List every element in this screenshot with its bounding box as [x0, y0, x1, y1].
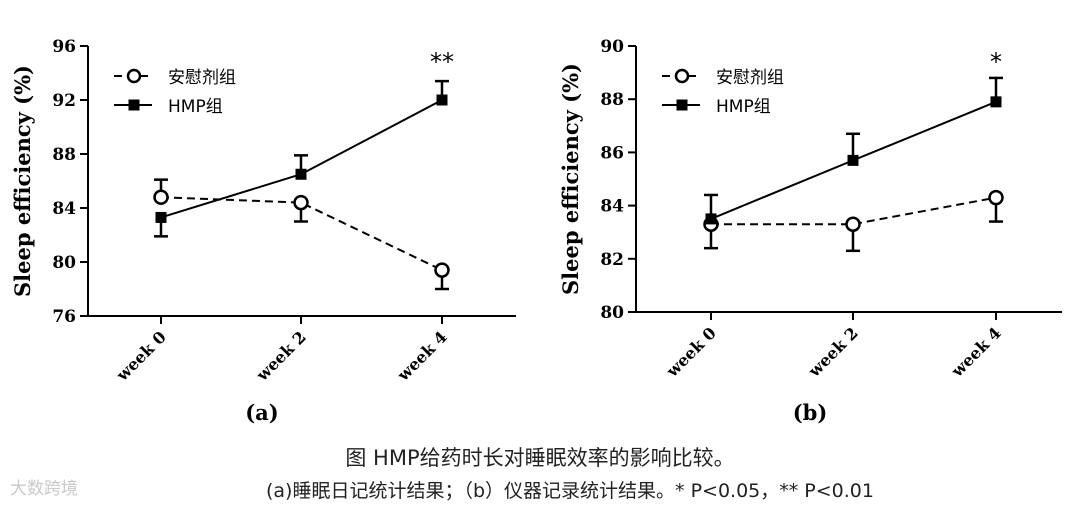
data-point — [293, 194, 309, 211]
y-axis-title: Sleep efficiency (%) — [558, 63, 583, 295]
legend: 安慰剂组 HMP组 — [662, 68, 784, 117]
legend-label-placebo: 安慰剂组 — [716, 68, 784, 88]
legend-marker-placebo — [126, 68, 142, 84]
series-hmp — [154, 79, 449, 238]
y-tick-label: 88 — [600, 90, 624, 110]
chart-panel-1: 76 80 84 88 92 96 week 0 week 2 week 4 Sleep effi… — [10, 37, 516, 425]
legend-label-hmp: HMP组 — [168, 97, 223, 117]
series-line — [160, 196, 443, 272]
x-tick-label: week 0 — [112, 327, 170, 385]
legend-label-placebo: 安慰剂组 — [168, 68, 236, 88]
y-tick-label: 84 — [52, 199, 76, 219]
legend-marker-hmp — [676, 99, 688, 111]
y-tick-label: 82 — [600, 250, 624, 270]
x-tick-label: week 4 — [947, 323, 1005, 381]
data-point — [436, 94, 448, 106]
x-tick-label: week 0 — [662, 323, 720, 381]
data-point — [988, 189, 1004, 206]
significance-annotation: ** — [430, 48, 454, 76]
legend-label-hmp: HMP组 — [716, 97, 771, 117]
data-point — [295, 168, 307, 180]
series-placebo — [703, 189, 1004, 253]
y-tick-label: 86 — [600, 143, 624, 163]
series-line — [711, 196, 997, 226]
panel-label: (b) — [793, 400, 828, 425]
y-tick-label: 96 — [52, 37, 76, 57]
y-tick-label: 80 — [52, 253, 76, 273]
data-point — [153, 189, 169, 205]
data-point — [847, 154, 859, 166]
series-hmp — [704, 76, 1003, 225]
data-point — [434, 262, 450, 278]
significance-annotation: * — [990, 48, 1002, 76]
x-tick-label: week 4 — [393, 327, 451, 385]
x-tick-label: week 2 — [252, 327, 310, 385]
legend-marker-placebo — [674, 68, 690, 84]
x-tick-label: week 2 — [804, 323, 862, 381]
data-point — [705, 213, 717, 225]
data-point — [155, 211, 167, 223]
legend-marker-hmp — [128, 99, 140, 111]
figure-caption-note: (a)睡眠日记统计结果；（b）仪器记录统计结果。* P<0.05，** P<0.… — [266, 480, 874, 502]
data-point — [845, 216, 861, 232]
y-tick-label: 76 — [52, 307, 76, 327]
y-tick-label: 92 — [52, 91, 76, 111]
chart-panel-2: 80 82 84 86 88 90 week 0 week 2 week 4 Sleep effi… — [558, 37, 1062, 425]
y-tick-label: 84 — [600, 197, 624, 217]
watermark-text: 大数跨境 — [10, 479, 78, 499]
y-tick-label: 80 — [600, 303, 624, 323]
figure-caption-title: 图 HMP给药时长对睡眠效率的影响比较。 — [345, 446, 735, 470]
y-axis-title: Sleep efficiency (%) — [10, 65, 35, 297]
y-tick-label: 88 — [52, 145, 76, 165]
series-placebo — [153, 178, 450, 291]
data-point — [990, 96, 1002, 108]
y-tick-label: 90 — [600, 37, 624, 57]
legend: 安慰剂组 HMP组 — [114, 68, 236, 117]
panel-label: (a) — [245, 400, 278, 425]
